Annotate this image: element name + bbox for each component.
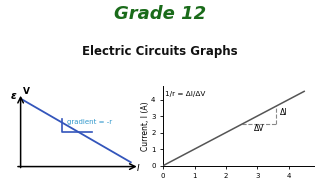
- Text: Grade 12: Grade 12: [114, 5, 206, 23]
- Text: Electric Circuits Graphs: Electric Circuits Graphs: [82, 45, 238, 58]
- Text: ε: ε: [11, 91, 16, 101]
- Text: I: I: [136, 164, 139, 173]
- Text: ΔI: ΔI: [280, 108, 287, 117]
- Text: V: V: [23, 87, 30, 96]
- Text: gradient = -r: gradient = -r: [67, 119, 112, 125]
- Text: ΔV: ΔV: [253, 124, 264, 133]
- Text: 1/r = ΔI/ΔV: 1/r = ΔI/ΔV: [165, 91, 205, 97]
- Y-axis label: Current, I (A): Current, I (A): [141, 101, 150, 151]
